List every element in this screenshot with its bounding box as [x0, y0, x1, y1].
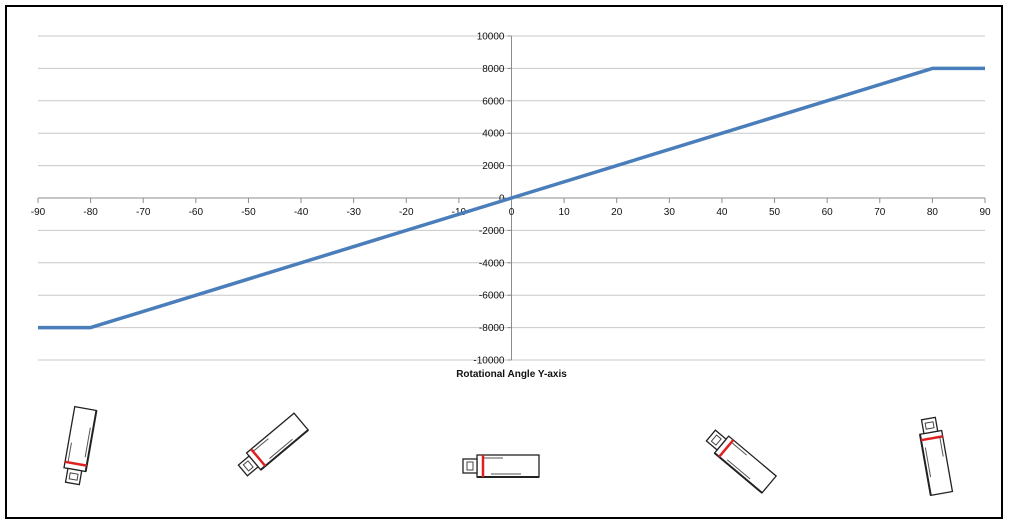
sensor-icon-0 — [462, 454, 540, 478]
sensor-body-part — [713, 452, 763, 494]
sensor-body-part — [260, 429, 309, 471]
sensor-body-part — [242, 460, 254, 472]
x-axis-title: Rotational Angle Y-axis — [456, 369, 567, 380]
sensor-body-part — [269, 438, 293, 459]
sensor-icon-minus-80 — [63, 405, 98, 486]
y-tick-label: 8000 — [482, 64, 505, 75]
x-tick-label: 60 — [822, 207, 834, 218]
sensor-body-part — [245, 412, 310, 471]
sensor-body-part — [252, 438, 269, 452]
x-tick-label: 10 — [559, 207, 571, 218]
x-tick-label: -40 — [294, 207, 309, 218]
y-tick-label: -10000 — [473, 356, 505, 367]
y-tick-label: -6000 — [479, 291, 505, 302]
y-tick-label: 10000 — [477, 32, 505, 43]
sensor-icon-minus-40 — [237, 412, 310, 477]
sensor-body-part — [726, 459, 751, 480]
y-tick-label: -8000 — [479, 323, 505, 334]
sensor-body-part — [64, 467, 83, 486]
sensor-body-part — [924, 421, 935, 430]
x-tick-label: 30 — [664, 207, 676, 218]
sensor-body-part — [919, 434, 932, 496]
orientation-marker — [920, 435, 943, 442]
sensor-body-part — [462, 458, 478, 474]
orientation-marker — [250, 448, 267, 467]
x-tick-label: 0 — [509, 207, 515, 218]
x-tick-label: -30 — [346, 207, 361, 218]
sensor-body-part — [731, 441, 747, 456]
x-tick-label: 70 — [874, 207, 886, 218]
series-line — [38, 66, 985, 330]
orientation-marker — [718, 439, 735, 458]
sensor-body-part — [939, 436, 944, 457]
sensor-body-part — [705, 429, 728, 451]
orientation-marker — [64, 460, 87, 467]
x-tick-label: -80 — [83, 207, 98, 218]
sensor-icon-80 — [919, 416, 954, 497]
x-tick-label: -60 — [189, 207, 204, 218]
y-tick-label: 4000 — [482, 129, 505, 140]
x-tick-label: -70 — [136, 207, 151, 218]
y-tick-label: -2000 — [479, 226, 505, 237]
sensor-icon-40 — [705, 429, 778, 494]
sensor-body-part — [710, 434, 722, 446]
x-tick-label: 80 — [927, 207, 939, 218]
x-tick-label: 90 — [979, 207, 991, 218]
sensor-body-part — [67, 442, 72, 463]
x-tick-label: 40 — [716, 207, 728, 218]
y-tick-label: -4000 — [479, 258, 505, 269]
sensor-body-part — [68, 472, 79, 481]
x-tick-label: -20 — [399, 207, 414, 218]
sensor-body-part — [84, 410, 98, 472]
x-tick-label: -90 — [31, 207, 46, 218]
sensor-body-part — [713, 435, 778, 494]
sensor-body-part — [466, 461, 474, 471]
figure-frame — [5, 5, 1003, 519]
sensor-body-part — [924, 447, 932, 478]
sensor-body-part — [237, 455, 260, 477]
x-tick-label: 20 — [611, 207, 623, 218]
x-tick-label: -50 — [241, 207, 256, 218]
x-tick-label: 50 — [769, 207, 781, 218]
y-tick-label: 0 — [499, 194, 505, 205]
sensor-body-part — [920, 416, 939, 435]
y-tick-label: 2000 — [482, 161, 505, 172]
sensor-body-part — [84, 427, 91, 458]
y-tick-label: 6000 — [482, 96, 505, 107]
